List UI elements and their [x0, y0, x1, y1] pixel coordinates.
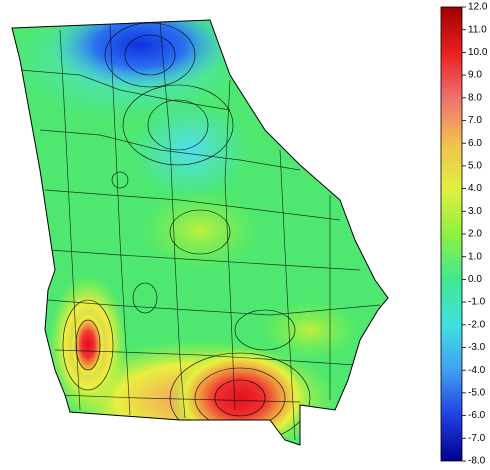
colorbar-tick-label: 11.0 — [468, 24, 487, 35]
colorbar-tick-label: -8.0 — [468, 456, 486, 467]
colorbar-tick-label: 3.0 — [468, 206, 482, 217]
colorbar-tick-label: 2.0 — [468, 229, 482, 240]
colorbar-tick-label: -2.0 — [468, 319, 486, 330]
colorbar-tick-label: 10.0 — [468, 47, 488, 58]
colorbar-tick-label: -6.0 — [468, 410, 486, 421]
colorbar-tick-label: 1.0 — [468, 251, 482, 262]
colorbar-tick-label: -4.0 — [468, 365, 486, 376]
colorbar-tick-label: 6.0 — [468, 138, 482, 149]
colorbar-tick-label: 7.0 — [468, 115, 482, 126]
colorbar-tick-label: -1.0 — [468, 297, 486, 308]
colorbar-tick-label: 0.0 — [468, 274, 482, 285]
colorbar-tick-label: 9.0 — [468, 70, 482, 81]
colorbar-tick-label: 12.0 — [468, 2, 488, 13]
colorbar-tick-label: -3.0 — [468, 342, 486, 353]
contour-map — [12, 20, 388, 445]
colorbar-tick-label: 5.0 — [468, 161, 482, 172]
county-lines — [19, 21, 381, 441]
colorbar-tick-label: -5.0 — [468, 388, 486, 399]
colorbar — [440, 6, 463, 462]
colorbar-tick-label: 8.0 — [468, 92, 482, 103]
colorbar-tick-label: 4.0 — [468, 183, 482, 194]
colorbar-tick-label: -7.0 — [468, 433, 486, 444]
state-outline — [11, 19, 389, 446]
